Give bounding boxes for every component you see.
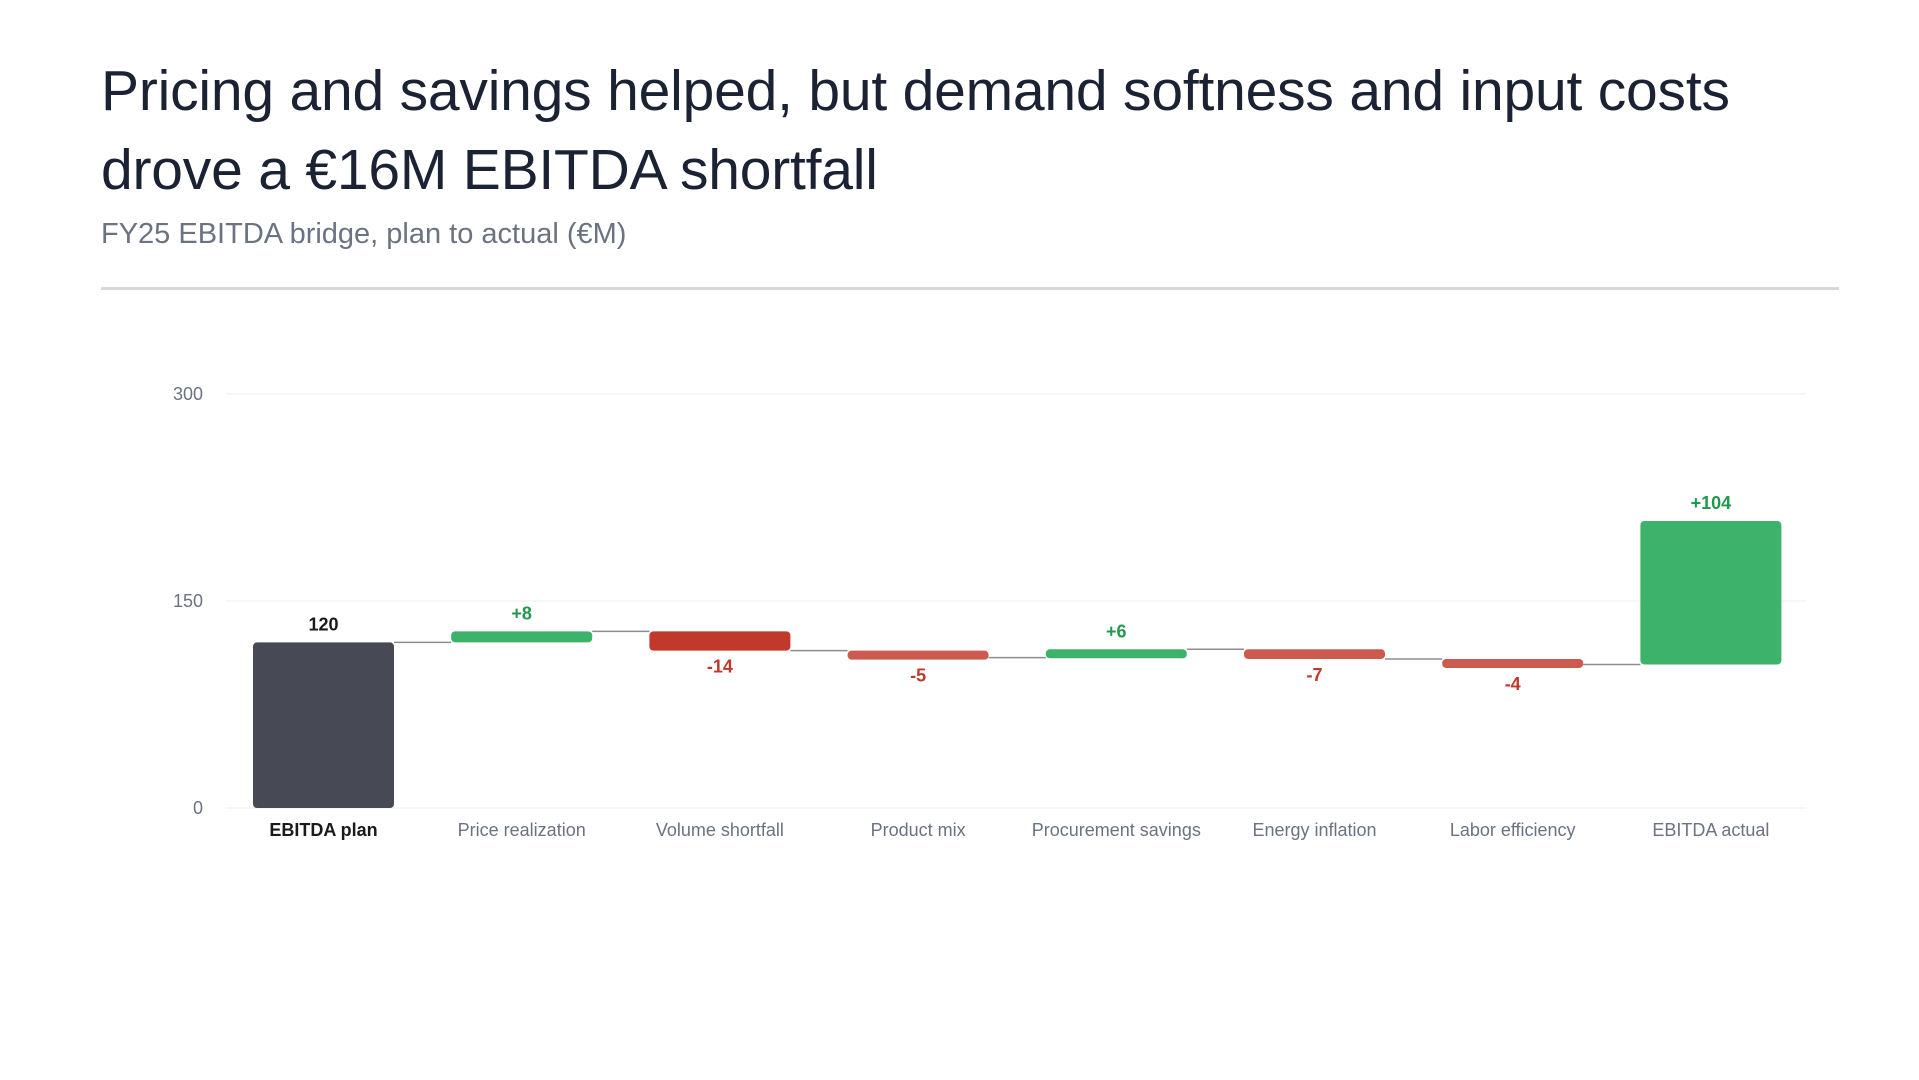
waterfall-bar [451,631,593,643]
y-tick-label: 300 [173,384,203,404]
waterfall-bar [253,642,394,808]
waterfall-bar [1442,658,1584,668]
value-label: +6 [1106,621,1127,641]
waterfall-bar [1045,649,1187,659]
value-label: -4 [1505,674,1521,694]
waterfall-bar [1640,520,1782,665]
chart-headline: Pricing and savings helped, but demand s… [101,59,1730,202]
value-label: +8 [511,603,532,623]
x-category-label: Procurement savings [1032,820,1201,840]
waterfall-bar [649,631,791,651]
waterfall-bar [847,650,989,660]
waterfall-bar [1244,649,1385,659]
x-category-label: Product mix [871,820,966,840]
x-category-label: Volume shortfall [656,820,784,840]
header-divider [101,287,1839,290]
value-label: -5 [910,666,926,686]
x-category-label: EBITDA actual [1652,820,1769,840]
chart-subtitle: FY25 EBITDA bridge, plan to actual (€M) [101,218,627,250]
value-label: 120 [308,614,338,634]
x-category-label: EBITDA plan [269,820,377,840]
y-tick-label: 0 [193,798,203,818]
x-category-label: Energy inflation [1252,820,1376,840]
value-label: +104 [1691,493,1732,513]
value-label: -14 [707,657,733,677]
value-label: -7 [1306,665,1322,685]
chart-header: Pricing and savings helped, but demand s… [101,52,1841,252]
x-category-label: Labor efficiency [1450,820,1576,840]
y-tick-label: 150 [173,591,203,611]
x-category-label: Price realization [458,820,586,840]
